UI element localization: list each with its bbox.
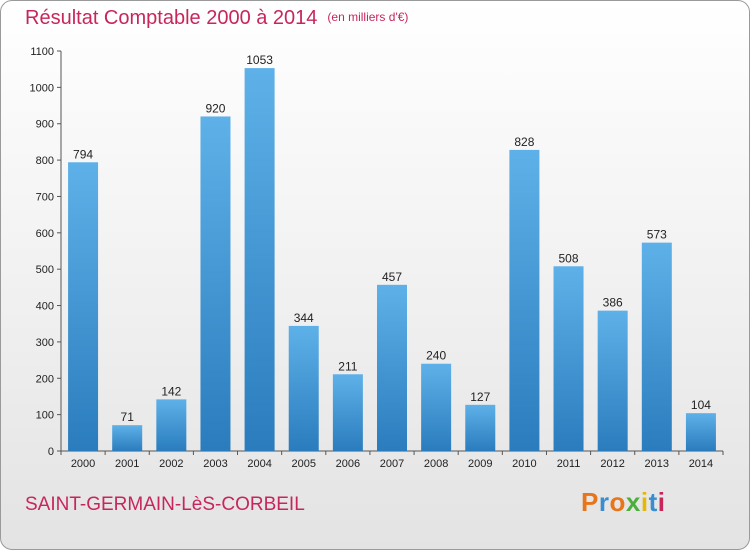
chart-title: Résultat Comptable 2000 à 2014 (en millie… bbox=[25, 7, 408, 30]
data-label-2014: 104 bbox=[691, 398, 711, 412]
y-tick-label: 0 bbox=[48, 446, 54, 458]
proxiti-logo[interactable]: Proxiti bbox=[581, 487, 665, 518]
y-tick-label: 800 bbox=[36, 155, 54, 167]
bar-2014 bbox=[685, 413, 716, 451]
bar-2008 bbox=[421, 363, 452, 451]
data-label-2004: 1053 bbox=[246, 53, 273, 67]
x-tick-label-2002: 2002 bbox=[159, 458, 183, 470]
data-label-2013: 573 bbox=[647, 228, 667, 242]
logo-letter: r bbox=[598, 487, 610, 517]
x-tick-label-2005: 2005 bbox=[291, 458, 315, 470]
bar-2007 bbox=[377, 284, 407, 451]
x-tick-label-2001: 2001 bbox=[115, 458, 139, 470]
x-axis: 2000 2001 2002 2003 2004 2005 2006 2007 2008 2009… bbox=[60, 450, 724, 470]
bar-2010 bbox=[509, 149, 540, 451]
logo-letter: x bbox=[625, 487, 641, 517]
logo-letter: P bbox=[581, 487, 599, 517]
data-label-2001: 71 bbox=[121, 410, 135, 424]
x-tick-label-2006: 2006 bbox=[336, 458, 360, 470]
y-tick-label: 1100 bbox=[30, 46, 54, 58]
data-label-2010: 828 bbox=[514, 135, 534, 149]
y-axis: 0 100 200 300 400 500 600 700 800 900 1000 1100 bbox=[30, 46, 62, 458]
chart-title-text: Résultat Comptable 2000 à 2014 bbox=[25, 7, 318, 29]
logo-letter: i bbox=[657, 487, 666, 517]
logo-letter: i bbox=[640, 487, 649, 517]
x-tick-label-2013: 2013 bbox=[645, 458, 669, 470]
bar-2000 bbox=[68, 162, 99, 451]
x-tick-label-2004: 2004 bbox=[247, 458, 271, 470]
y-tick-label: 200 bbox=[36, 373, 54, 385]
x-tick-label-2012: 2012 bbox=[600, 458, 624, 470]
bar-2012 bbox=[597, 310, 628, 451]
x-tick-label-2009: 2009 bbox=[468, 458, 492, 470]
x-tick-label-2011: 2011 bbox=[557, 458, 581, 470]
x-tick-label-2003: 2003 bbox=[203, 458, 227, 470]
bar-2003 bbox=[200, 116, 231, 451]
bar-2009 bbox=[465, 404, 496, 451]
x-tick-label-2010: 2010 bbox=[512, 458, 536, 470]
data-label-2005: 344 bbox=[294, 311, 314, 325]
y-tick-label: 100 bbox=[36, 410, 54, 422]
x-tick-label-2007: 2007 bbox=[380, 458, 404, 470]
bar-2002 bbox=[156, 399, 187, 451]
data-label-2012: 386 bbox=[603, 296, 623, 310]
bar-2005 bbox=[288, 325, 319, 451]
bar-2013 bbox=[641, 242, 672, 451]
y-tick-label: 900 bbox=[36, 119, 54, 131]
data-label-2009: 127 bbox=[470, 390, 490, 404]
place-name: SAINT-GERMAIN-LèS-CORBEIL bbox=[25, 494, 305, 515]
logo-letter: o bbox=[609, 487, 626, 517]
data-label-2011: 508 bbox=[559, 251, 579, 265]
data-labels-group: 794 71 142 920 1053 344 211 457 240 127 828 508 386 5… bbox=[73, 53, 711, 424]
data-label-2002: 142 bbox=[161, 384, 181, 398]
x-tick-label-2008: 2008 bbox=[424, 458, 448, 470]
chart-unit: (en milliers d'€) bbox=[327, 10, 409, 24]
bar-2011 bbox=[553, 266, 584, 451]
y-tick-label: 1000 bbox=[30, 82, 54, 94]
y-tick-label: 400 bbox=[36, 301, 54, 313]
data-label-2008: 240 bbox=[426, 349, 446, 363]
bar-2004 bbox=[244, 68, 275, 451]
y-tick-label: 300 bbox=[36, 337, 54, 349]
data-label-2000: 794 bbox=[73, 147, 93, 161]
data-label-2003: 920 bbox=[205, 101, 225, 115]
data-label-2006: 211 bbox=[338, 359, 357, 373]
bar-2001 bbox=[112, 425, 143, 451]
y-tick-label: 700 bbox=[36, 191, 54, 203]
logo-letter: t bbox=[648, 487, 658, 517]
x-tick-label-2000: 2000 bbox=[71, 458, 95, 470]
y-tick-label: 600 bbox=[36, 228, 54, 240]
data-label-2007: 457 bbox=[382, 270, 402, 284]
bar-2006 bbox=[332, 374, 363, 451]
y-tick-label: 500 bbox=[36, 264, 54, 276]
bars-group bbox=[68, 68, 716, 451]
x-tick-label-2014: 2014 bbox=[689, 458, 713, 470]
